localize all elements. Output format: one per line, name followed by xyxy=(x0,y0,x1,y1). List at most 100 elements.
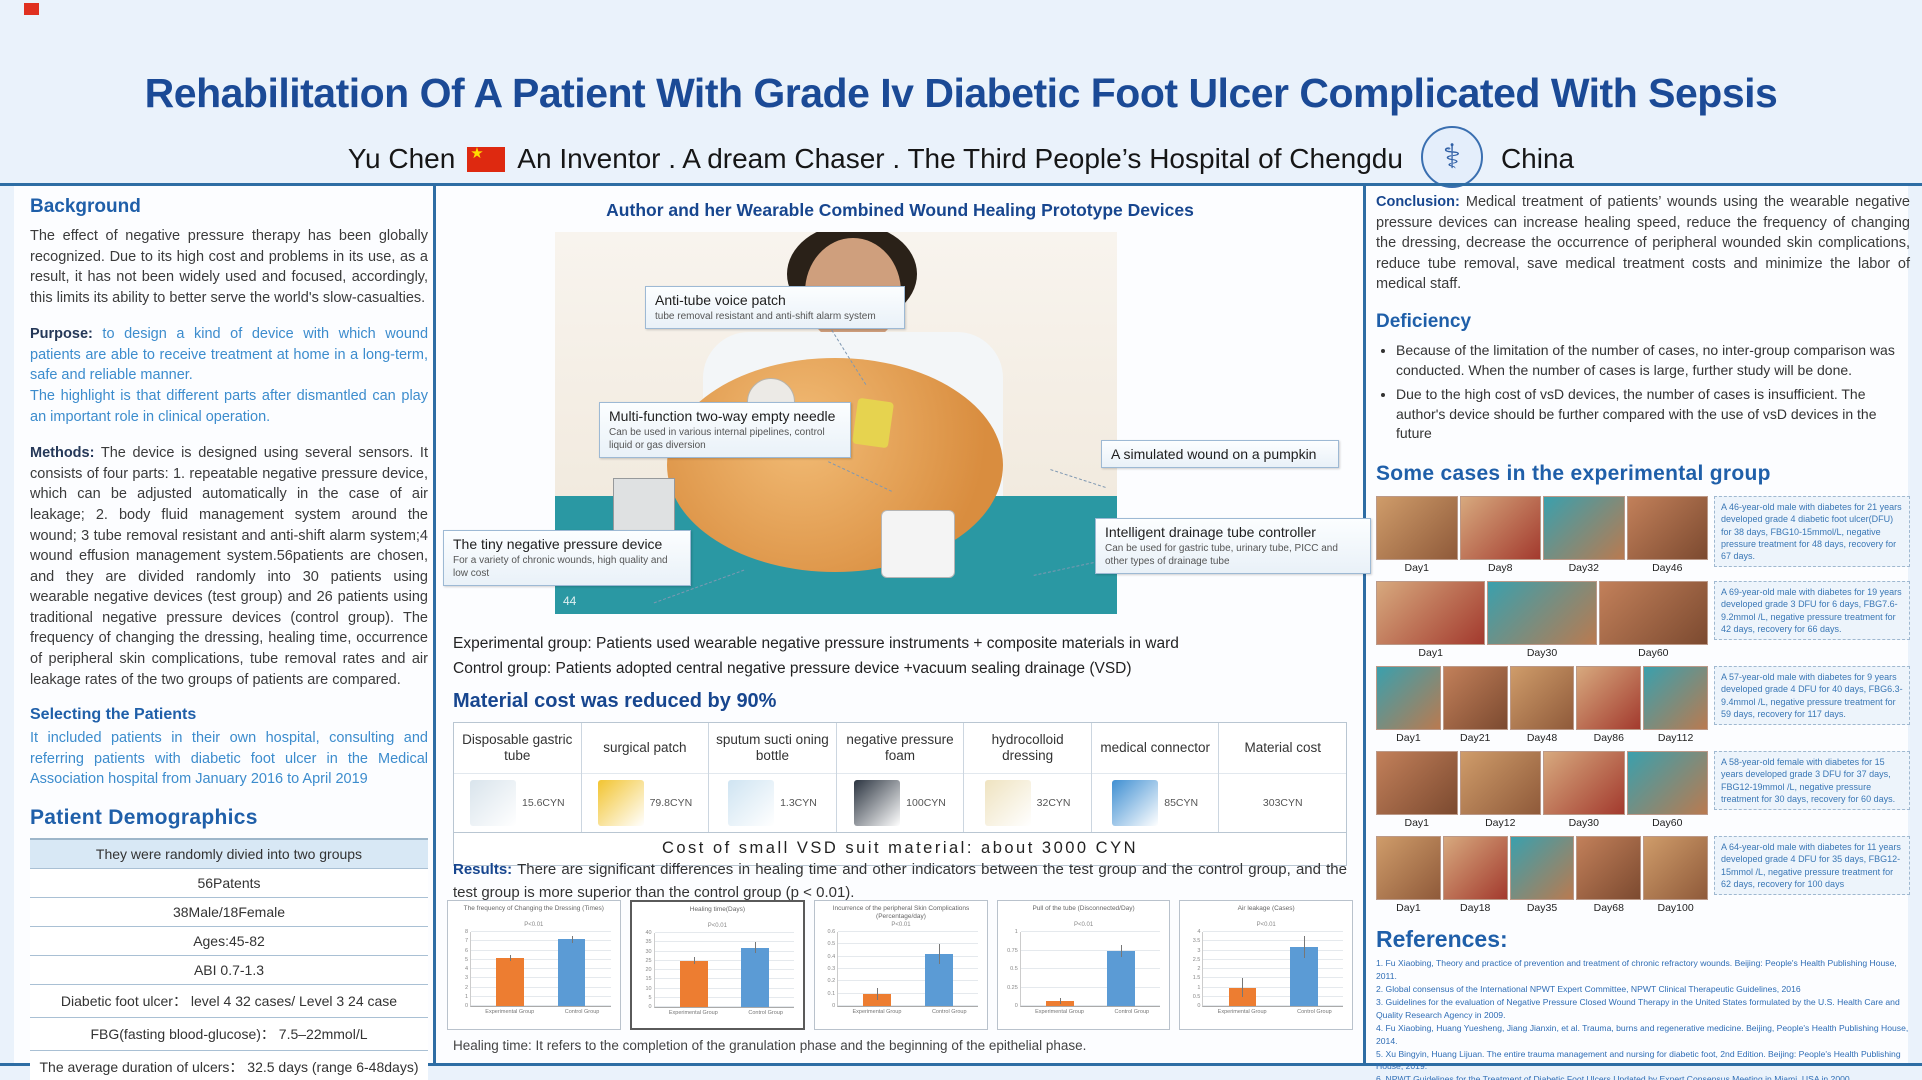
chart-gridline xyxy=(1203,986,1343,988)
case-day-label: Day86 xyxy=(1593,732,1624,745)
case-photo xyxy=(1576,666,1642,731)
purpose-label: Purpose: xyxy=(30,326,93,343)
case-photo-cell: Day112 xyxy=(1643,666,1708,744)
chart-gridline xyxy=(471,995,611,997)
chart-gridline xyxy=(1020,931,1161,932)
demographics-row: They were randomly divied into two group… xyxy=(30,839,428,869)
chart-gridline xyxy=(838,1005,978,1006)
chart-ytick: 4 xyxy=(1197,929,1201,935)
column-divider-left xyxy=(433,186,436,1063)
chart-ytick: 0 xyxy=(1014,1003,1018,1009)
case-row: Day1 Day12 Day30 Day60 A 58-year-old female … xyxy=(1376,751,1910,829)
chart-xaxis: Experimental Group Control Group xyxy=(1202,1009,1347,1015)
callout-title: The tiny negative pressure device xyxy=(453,536,663,552)
cost-item-body: 303CYN xyxy=(1219,773,1347,832)
chart-gridline xyxy=(1203,949,1343,951)
chart-xlabel: Experimental Group xyxy=(852,1009,902,1015)
case-day-label: Day112 xyxy=(1657,732,1694,745)
product-thumbnail xyxy=(984,780,1031,826)
product-thumbnail xyxy=(1112,780,1159,826)
demographics-row: The average duration of ulcers： 32.5 day… xyxy=(30,1050,428,1080)
case-description: A 69-year-old male with diabetes for 19 … xyxy=(1714,581,1910,640)
purpose-paragraph: Purpose: to design a kind of device with… xyxy=(30,324,428,427)
results-paragraph: Results: There are significant differenc… xyxy=(453,859,1347,904)
chart-gridline xyxy=(654,987,795,989)
case-day-label: Day32 xyxy=(1568,562,1599,575)
chart-xlabel: Control Group xyxy=(1114,1009,1150,1015)
case-photo xyxy=(1576,836,1642,901)
purpose-text-2: The highlight is that different parts af… xyxy=(30,388,428,425)
chart-ytick: 3.5 xyxy=(1192,938,1201,945)
case-photo xyxy=(1509,666,1575,731)
cost-heading: Material cost was reduced by 90% xyxy=(453,690,777,712)
case-row: Day1 Day8 Day32 Day46 A 46-year-old male wit… xyxy=(1376,496,1910,574)
chart-ytick: 40 xyxy=(645,930,652,936)
references-heading: References: xyxy=(1376,926,1508,953)
case-photo-cell: Day1 xyxy=(1376,496,1458,574)
cost-column: hydrocolloid dressing 32CYN xyxy=(964,723,1092,832)
chart-ytick: 10 xyxy=(645,985,652,992)
chart-bar xyxy=(741,947,770,1007)
bar-chart: Incurrence of the peripheral Skin Compli… xyxy=(814,900,988,1030)
cost-item-label: surgical patch xyxy=(603,740,687,756)
case-photo xyxy=(1376,751,1458,816)
cost-column: negative pressure foam 100CYN xyxy=(836,723,965,832)
chart-ytick: 0.4 xyxy=(827,953,836,960)
cost-column: surgical patch 79.8CYN xyxy=(581,723,710,832)
case-day-label: Day1 xyxy=(1404,817,1429,830)
chart-plot: 0 0.1 0.2 0.3 0.4 0.5 0.6 xyxy=(828,929,978,1009)
chart-bar xyxy=(1228,987,1257,1006)
case-day-label: Day1 xyxy=(1404,562,1429,575)
subtitle-text: An Inventor . A dream Chaser . The Third… xyxy=(517,143,1403,174)
reference-item: 3. Guidelines for the evaluation of Nega… xyxy=(1376,996,1900,1020)
case-day-label: Day46 xyxy=(1652,562,1683,575)
product-thumbnail xyxy=(469,780,516,826)
cost-item-price: 32CYN xyxy=(1036,797,1071,809)
case-row: Day1 Day21 Day48 Day86 Day112 A 57-year-old m… xyxy=(1376,666,1910,744)
case-day-label: Day68 xyxy=(1593,902,1624,915)
bar-chart: Pull of the tube (Disconnected/Day) P<0.0… xyxy=(996,900,1171,1030)
demographics-row: FBG(fasting blood-glucose)： 7.5–22mmol/L xyxy=(30,1017,428,1051)
reference-item: 2. Global consensus of the International… xyxy=(1376,984,1801,995)
case-day-label: Day18 xyxy=(1460,902,1491,915)
demographics-row: Ages:45-82 xyxy=(30,926,428,956)
case-photo-cell: Day1 xyxy=(1376,836,1441,914)
case-photo xyxy=(1598,581,1708,646)
chart-gridline xyxy=(1203,977,1343,979)
case-photo-cell: Day60 xyxy=(1626,751,1708,829)
chart-gridline xyxy=(838,992,978,994)
chart-plot: 0 1 2 3 4 5 6 7 8 xyxy=(465,929,611,1009)
case-day-label: Day1 xyxy=(1396,902,1421,915)
chart-xaxis: Experimental Group Control Group xyxy=(1020,1009,1165,1015)
case-photo-cell: Day68 xyxy=(1576,836,1642,915)
cost-item-body: 32CYN xyxy=(964,773,1091,832)
chart-gridline xyxy=(838,968,978,969)
case-day-label: Day100 xyxy=(1657,902,1694,915)
case-day-label: Day60 xyxy=(1638,647,1669,660)
chart-xaxis: Experimental Group Control Group xyxy=(470,1009,615,1015)
cost-column: Disposable gastric tube 15.6CYN xyxy=(454,723,582,832)
chart-gridline xyxy=(471,931,611,932)
chart-ytick: 0.3 xyxy=(827,966,836,972)
demographics-row: 38Male/18Female xyxy=(30,897,428,927)
chart-xlabel: Control Group xyxy=(1297,1009,1332,1015)
deficiency-heading: Deficiency xyxy=(1376,310,1472,332)
results-label: Results: xyxy=(453,861,513,878)
column-divider-right xyxy=(1363,186,1366,1063)
case-photo xyxy=(1626,751,1708,816)
case-description: A 64-year-old male with diabetes for 11 … xyxy=(1714,836,1910,895)
case-photo-cell: Day30 xyxy=(1487,581,1597,659)
chart-ytick: 20 xyxy=(645,967,652,973)
case-photo xyxy=(1543,496,1625,561)
methods-paragraph: Methods: The device is designed using se… xyxy=(30,443,428,690)
chart-xlabel: Control Group xyxy=(564,1009,600,1015)
methods-label: Methods: xyxy=(30,445,95,462)
cost-item-label: negative pressure foam xyxy=(846,732,954,763)
country-label: China xyxy=(1500,143,1575,174)
cost-item-label: hydrocolloid dressing xyxy=(991,732,1064,763)
background-heading: Background xyxy=(30,196,141,217)
chart-gridline xyxy=(1020,968,1161,969)
chart-gridline xyxy=(471,1005,611,1006)
bar-chart: The frequency of Changing the Dressing (… xyxy=(447,900,621,1030)
chart-gridline xyxy=(471,940,611,942)
